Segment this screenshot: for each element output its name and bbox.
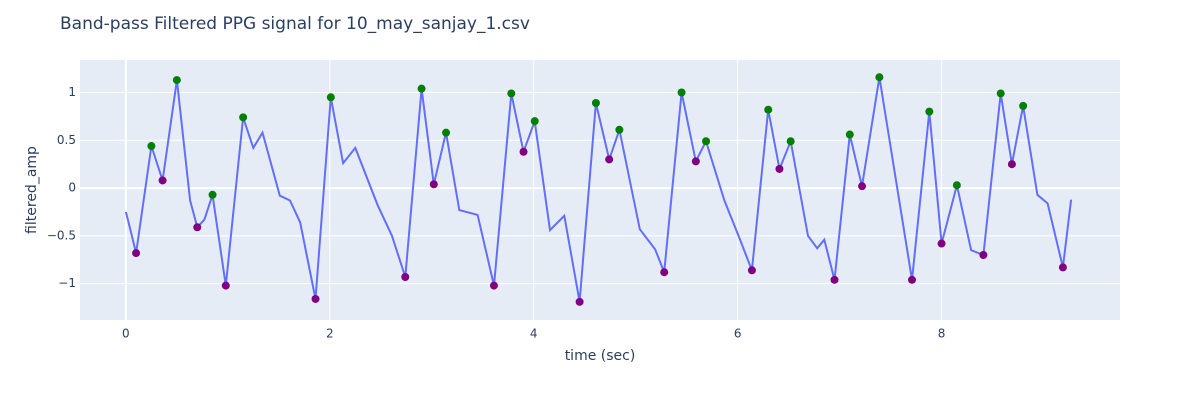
point-marker	[830, 275, 839, 284]
point-marker	[925, 107, 934, 116]
point-marker	[858, 182, 867, 191]
point-marker	[507, 89, 516, 98]
point-marker	[193, 223, 202, 232]
point-marker	[937, 239, 946, 248]
point-marker	[530, 117, 539, 126]
x-tick-label: 0	[122, 327, 130, 341]
point-marker	[1058, 263, 1067, 272]
point-marker	[221, 281, 230, 290]
point-marker	[952, 181, 961, 190]
point-marker	[591, 99, 600, 108]
point-marker	[845, 130, 854, 139]
point-marker	[775, 164, 784, 173]
point-marker	[605, 155, 614, 164]
point-marker	[764, 105, 773, 114]
point-marker	[979, 251, 988, 259]
y-tick-label: 1	[68, 85, 76, 99]
point-marker	[747, 266, 756, 275]
point-marker	[489, 281, 498, 290]
x-tick-label: 4	[530, 327, 538, 341]
point-marker	[660, 268, 669, 277]
point-marker	[147, 142, 156, 151]
point-marker	[996, 89, 1005, 98]
x-tick-label: 2	[326, 327, 334, 341]
x-tick-label: 6	[734, 327, 742, 341]
point-marker	[519, 147, 528, 156]
point-marker	[677, 88, 686, 97]
point-marker	[1007, 160, 1016, 169]
y-tick-label: −1	[58, 276, 76, 290]
point-marker	[702, 137, 711, 146]
y-axis-title: filtered_amp	[24, 146, 40, 234]
y-tick-label: 0	[68, 181, 76, 195]
point-marker	[208, 190, 217, 199]
y-tick-label: 0.5	[57, 133, 76, 147]
point-marker	[429, 180, 438, 189]
point-marker	[908, 275, 916, 284]
point-marker	[417, 84, 426, 93]
point-marker	[239, 113, 248, 122]
point-marker	[172, 76, 181, 85]
chart-title: Band-pass Filtered PPG signal for 10_may…	[60, 14, 530, 34]
point-marker	[1019, 101, 1028, 110]
point-marker	[615, 125, 624, 134]
x-tick-label: 8	[938, 327, 946, 341]
plot-area	[80, 60, 1120, 320]
point-marker	[442, 128, 451, 137]
x-axis-title: time (sec)	[565, 348, 636, 364]
point-marker	[326, 93, 335, 102]
y-tick-label: −0.5	[47, 228, 76, 242]
point-marker	[691, 157, 700, 166]
point-marker	[311, 294, 320, 303]
point-marker	[158, 176, 167, 185]
point-marker	[132, 249, 141, 258]
point-marker	[575, 297, 584, 306]
point-marker	[875, 73, 884, 82]
point-marker	[401, 272, 410, 281]
point-marker	[786, 137, 795, 146]
